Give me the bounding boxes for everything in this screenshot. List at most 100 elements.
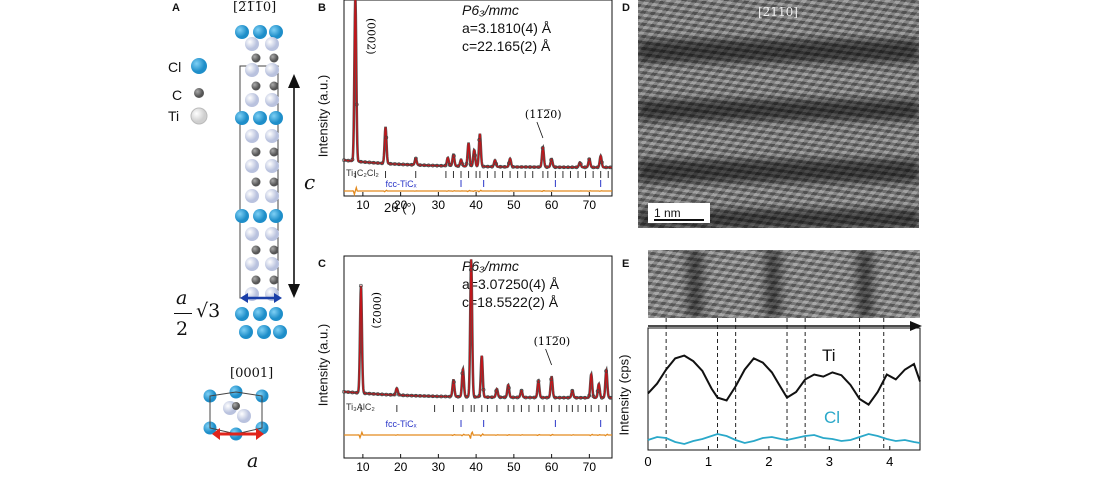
observed-point [367, 160, 372, 165]
x-tick-label: 40 [469, 198, 483, 212]
observed-point [595, 389, 600, 394]
ti-atom [265, 63, 279, 77]
observed-point [363, 391, 368, 396]
ti-atom [265, 257, 279, 271]
observed-point [473, 395, 477, 399]
a-axis-arrowhead-left [212, 428, 220, 440]
observed-point [443, 394, 448, 399]
observed-point [409, 162, 414, 167]
panel-b-space-group: P6₃/mmc [462, 2, 519, 18]
observed-point [460, 162, 465, 166]
x-tick-label: 50 [507, 460, 521, 474]
ti-line-label: Ti [822, 346, 836, 365]
observed-point [528, 395, 532, 400]
observed-point [401, 162, 406, 167]
observed-point [397, 392, 401, 397]
observed-point [405, 162, 410, 167]
observed-point [439, 163, 444, 168]
observed-point [409, 393, 414, 398]
observed-point [540, 146, 545, 150]
cl-atom [269, 25, 283, 39]
c-axis-arrowhead-top [288, 74, 300, 88]
intensity-profile-plot: 0 1 2 3 4 [644, 318, 922, 469]
ti-atom [265, 93, 279, 107]
stem-zone-label: [2̅1̅1̅0] [758, 5, 798, 19]
ti-atom [245, 63, 259, 77]
peak-label-1120: (11̅2̅0) [525, 108, 562, 121]
stem-image-d: [2̅1̅1̅0] 1 nm [638, 0, 919, 228]
observed-point [608, 165, 613, 170]
observed-point [485, 395, 490, 400]
x-tick-label: 20 [394, 198, 408, 212]
observed-point [506, 385, 511, 390]
zone-axis-label-bottom: [0001] [230, 366, 274, 381]
observed-point [350, 157, 355, 162]
c-atom [269, 81, 279, 91]
observed-point [591, 394, 596, 399]
observed-point [498, 164, 503, 169]
xrd-plot-c: 10 20 30 40 50 60 70 (0002) (11̅2̅0) Ti₃AlC₂ fcc-T… [342, 255, 613, 474]
observed-point [460, 371, 465, 376]
x-tick-label: 70 [583, 198, 597, 212]
observed-point [532, 395, 537, 400]
observed-point [523, 165, 528, 169]
observed-point [346, 390, 351, 394]
observed-point [485, 164, 490, 169]
observed-point [359, 283, 363, 288]
peak-label-1120: (11̅2̅0) [534, 335, 571, 348]
ti-profile-line [647, 354, 921, 406]
observed-point [435, 394, 439, 399]
c-atom [269, 147, 279, 157]
observed-point [354, 390, 359, 395]
peak-label-0002: (0002) [370, 292, 383, 329]
a-axis-arrowhead-right [256, 428, 264, 440]
cl-atom [253, 307, 267, 321]
observed-point [574, 395, 579, 400]
observed-point [561, 165, 566, 170]
observed-point [587, 157, 592, 162]
observed-point [426, 163, 431, 168]
observed-point [587, 393, 592, 398]
observed-point [583, 165, 587, 170]
x-tick-label: 3 [826, 454, 833, 469]
observed-point [591, 165, 596, 170]
observed-point [523, 395, 528, 400]
observed-point [545, 165, 549, 170]
observed-point [426, 394, 431, 399]
scale-bar [654, 219, 704, 221]
a-over-2-numerator: a [176, 287, 188, 309]
observed-point [342, 158, 346, 163]
observed-point [490, 164, 494, 169]
legend-label-ti: Ti [168, 108, 180, 124]
phase1-label: Ti₃AlC₂ [346, 402, 375, 412]
stem-image-e [648, 250, 920, 318]
observed-point [481, 164, 486, 169]
observed-point [447, 163, 452, 167]
x-tick-label: 30 [432, 198, 446, 212]
observed-point [604, 369, 609, 373]
difference-curve [344, 185, 612, 197]
x-tick-label: 4 [886, 454, 893, 469]
c-atom [269, 53, 279, 63]
ti-atom [265, 227, 279, 241]
x-tick-label: 1 [705, 454, 712, 469]
observed-point [561, 395, 566, 400]
observed-point [371, 392, 376, 396]
observed-point [468, 163, 473, 168]
observed-point [515, 395, 520, 400]
observed-point [447, 394, 452, 399]
panel-label-c: C [318, 258, 326, 270]
observed-point [599, 395, 604, 400]
observed-point [380, 161, 384, 166]
cl-atom [235, 209, 249, 223]
peak-label-leader [545, 348, 552, 366]
c-atom [251, 147, 261, 157]
observed-point [553, 165, 558, 170]
observed-point [574, 165, 579, 170]
c-atom [269, 245, 279, 255]
observed-point [452, 153, 456, 158]
observed-point [536, 379, 541, 383]
observed-point [511, 164, 516, 169]
observed-point [604, 165, 609, 170]
observed-point [401, 393, 406, 398]
